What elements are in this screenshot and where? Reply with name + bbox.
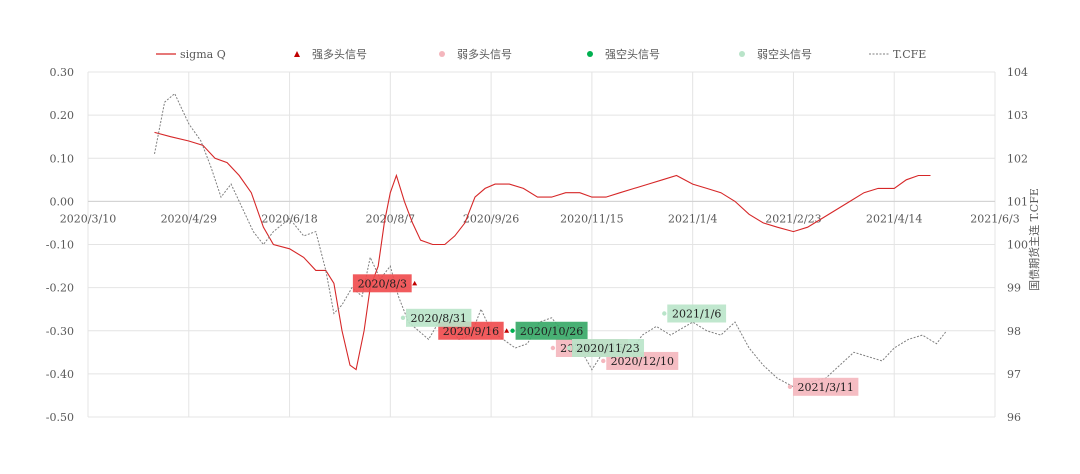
legend-label: 强多头信号 <box>312 47 367 61</box>
signal-label-box-weak-short <box>572 339 645 357</box>
signal-marker-weak-long <box>601 358 606 364</box>
signal-label-strong-short: 2020/10/26 <box>520 325 583 338</box>
y-tick-label: -0.30 <box>46 325 74 338</box>
signal-label-box-weak-long <box>792 377 859 396</box>
signal-label-box-weak-short <box>667 304 727 323</box>
axes: 0.30 0.20 0.10 0.00 -0.10 -0.20 -0.30 -0.40 -0.5… <box>46 66 1028 424</box>
series-lines <box>154 92 947 388</box>
series-line-sigma-q <box>154 131 931 371</box>
signal-label-weak-short: 2021/1/6 <box>672 308 721 321</box>
y2-tick-label: 98 <box>1007 325 1021 338</box>
legend-label: 弱多头信号 <box>457 47 512 61</box>
legend-swatch-weak-short <box>739 51 745 57</box>
x-tick-label: 2020/11/15 <box>560 212 623 225</box>
legend-swatch-strong-short <box>587 51 593 57</box>
signal-label-strong-long: 2020/8/3 <box>358 277 407 290</box>
legend-label: 弱空头信号 <box>757 47 812 61</box>
x-tick-label: 2021/2/23 <box>765 212 821 225</box>
signal-marker-weak-short <box>566 345 572 351</box>
signal-marker-weak-long <box>550 345 556 351</box>
legend-swatch-strong-long <box>294 51 300 57</box>
legend-label: sigma Q <box>180 48 226 61</box>
y2-axis-label: 国债期货主连 T.CFE <box>1027 188 1041 291</box>
signal-label-weak-long: 2020/12/10 <box>611 355 674 368</box>
y2-tick-label: 103 <box>1007 109 1028 122</box>
y-tick-label: -0.50 <box>46 411 74 424</box>
y-tick-label: 0.00 <box>50 195 75 208</box>
y2-tick-label: 101 <box>1007 195 1028 208</box>
x-tick-label: 2020/9/26 <box>463 212 519 225</box>
y2-tick-label: 100 <box>1007 239 1028 252</box>
y-tick-label: 0.10 <box>50 152 75 165</box>
signal-marker-strong-long <box>412 280 418 286</box>
signal-label-box-strong-short <box>515 321 588 340</box>
legend-swatch-weak-long <box>439 51 445 57</box>
signal-label-strong-long: 2020/9/16 <box>443 325 499 338</box>
signal-label-weak-short: 2020/8/31 <box>411 312 467 325</box>
signal-label-box-weak-short <box>406 308 472 327</box>
signal-label-box-strong-long <box>352 274 412 293</box>
signal-label-weak-short: 2020/11/23 <box>576 342 639 355</box>
legend: sigma Q 强多头信号 弱多头信号 强空头信号 弱空头信号 T.CFE <box>156 47 926 61</box>
legend-label: T.CFE <box>893 48 926 61</box>
x-tick-label: 2020/8/7 <box>366 212 415 225</box>
signal-marker-weak-short <box>662 311 667 316</box>
x-tick-label: 2021/4/14 <box>866 212 922 225</box>
signal-marker-strong-long <box>504 328 510 333</box>
y2-tick-label: 96 <box>1007 411 1021 424</box>
signal-marker-strong-short <box>510 328 515 333</box>
y-tick-label: -0.10 <box>46 239 74 252</box>
y2-tick-label: 104 <box>1007 66 1028 79</box>
x-tick-label: 2020/3/10 <box>60 212 116 225</box>
y2-tick-label: 97 <box>1007 368 1021 381</box>
gridlines <box>87 71 996 418</box>
signal-annotations: 2020/8/32020/9/162020/11/152020/12/10202… <box>352 274 859 396</box>
x-tick-label: 2021/1/4 <box>668 212 717 225</box>
signal-marker-weak-long <box>787 384 793 390</box>
signal-label-weak-long: 2021/3/11 <box>797 381 853 394</box>
x-tick-label: 2020/4/29 <box>161 212 217 225</box>
legend-label: 强空头信号 <box>605 47 660 61</box>
x-tick-label: 2021/6/3 <box>970 212 1019 225</box>
y-tick-label: -0.40 <box>46 368 74 381</box>
y-tick-label: 0.20 <box>50 109 75 122</box>
series-line-tcfe <box>154 92 947 388</box>
signal-marker-weak-short <box>400 315 406 321</box>
y-tick-label: -0.20 <box>46 282 74 295</box>
y2-tick-label: 102 <box>1007 152 1028 165</box>
y-tick-label: 0.30 <box>50 66 75 79</box>
y2-tick-label: 99 <box>1007 282 1021 295</box>
